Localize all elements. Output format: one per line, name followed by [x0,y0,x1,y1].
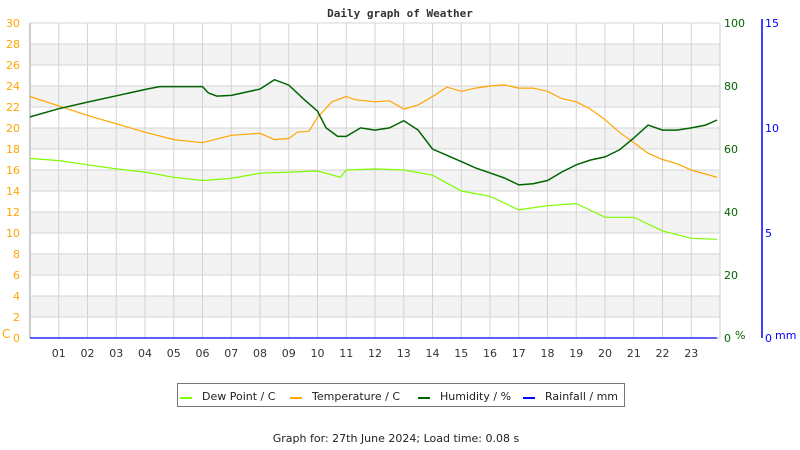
x-tick-label: 16 [483,347,497,360]
left-tick-label: 28 [6,38,20,51]
x-tick-label: 11 [339,347,353,360]
x-tick-label: 04 [138,347,152,360]
right2-tick-label: 15 [765,17,779,30]
x-tick-label: 09 [282,347,296,360]
left-tick-label: 26 [6,59,20,72]
series-line-humidity [29,78,718,186]
left-tick-label: 30 [6,17,20,30]
left-tick-label: 6 [13,269,20,282]
x-tick-label: 02 [81,347,95,360]
footer-text: Graph for: 27th June 2024; Load time: 0.… [273,432,520,445]
left-tick-label: 2 [13,311,20,324]
x-tick-label: 08 [253,347,267,360]
left-tick-label: 20 [6,122,20,135]
right-axis-label: % [735,329,745,342]
right-tick-label: 20 [724,269,738,282]
x-tick-label: 03 [109,347,123,360]
chart-title: Daily graph of Weather [327,7,473,20]
x-tick-label: 01 [52,347,66,360]
left-tick-label: 12 [6,206,20,219]
x-tick-label: 22 [656,347,670,360]
x-tick-label: 07 [224,347,238,360]
x-tick-label: 19 [569,347,583,360]
legend: Dew Point / C Temperature / C Humidity / %… [177,383,625,407]
x-tick-label: 10 [311,347,325,360]
right2-tick-label: 10 [765,122,779,135]
x-tick-label: 20 [598,347,612,360]
right2-axis-label: mm [775,329,796,342]
legend-label: Rainfall / mm [545,390,618,403]
x-tick-label: 14 [426,347,440,360]
right-tick-label: 80 [724,80,738,93]
series-line-temperature [29,84,718,178]
x-tick-label: 18 [541,347,555,360]
x-tick-label: 05 [167,347,181,360]
left-tick-label: 16 [6,164,20,177]
x-tick-label: 15 [454,347,468,360]
left-tick-label: 8 [13,248,20,261]
left-tick-label: 4 [13,290,20,303]
series-line-dew [29,157,718,240]
left-tick-label: 14 [6,185,20,198]
right-tick-label: 40 [724,206,738,219]
right2-tick-label: 0 [765,332,772,345]
left-axis-label: C [2,327,10,341]
legend-label: Temperature / C [311,390,400,403]
left-tick-label: 10 [6,227,20,240]
left-tick-label: 18 [6,143,20,156]
left-tick-label: 0 [13,332,20,345]
left-tick-label: 24 [6,80,20,93]
right2-tick-label: 5 [765,227,772,240]
legend-label: Dew Point / C [202,390,276,403]
right-tick-label: 60 [724,143,738,156]
x-tick-label: 21 [627,347,641,360]
x-tick-label: 23 [684,347,698,360]
x-tick-label: 17 [512,347,526,360]
series-lines [29,78,718,339]
legend-label: Humidity / % [440,390,511,403]
x-tick-label: 13 [397,347,411,360]
left-tick-label: 22 [6,101,20,114]
x-tick-label: 12 [368,347,382,360]
right-tick-label: 100 [724,17,745,30]
right-tick-label: 0 [724,332,731,345]
x-tick-label: 06 [196,347,210,360]
